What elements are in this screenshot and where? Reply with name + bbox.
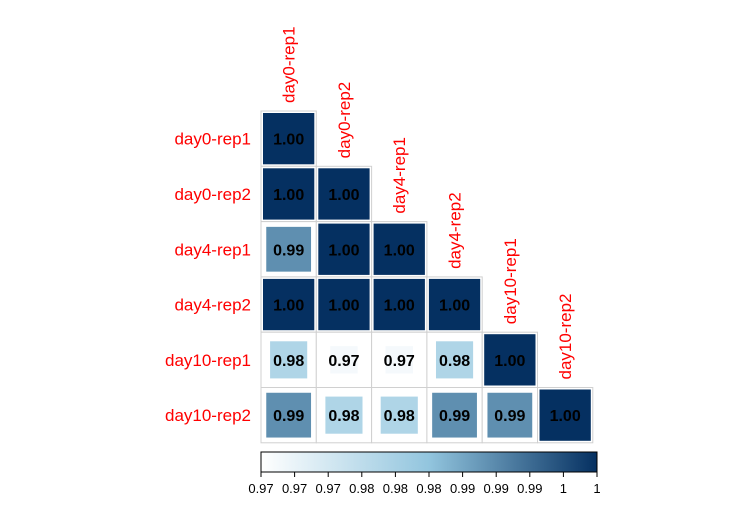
heatmap-cell [432,392,477,438]
colorbar-tick-label: 0.99 [517,481,542,496]
column-label: day10-rep2 [556,293,575,379]
row-label: day0-rep2 [174,185,251,204]
cell-value-label: 1.00 [328,242,359,259]
heatmap-cell [266,226,312,272]
colorbar-tick-label: 0.98 [416,481,441,496]
cell-value-label: 0.97 [384,353,415,370]
heatmap-cell [325,396,363,434]
column-label: day4-rep2 [446,192,465,269]
colorbar-legend: 0.97 0.97 0.97 0.98 0.98 0.98 0.99 0.99 0.99 1 1 [248,451,601,496]
heatmap-cell [270,341,308,379]
heatmap-cells [260,110,594,444]
cell-value-label: 0.98 [384,408,415,425]
column-label: day0-rep1 [280,26,299,103]
cell-value-label: 0.99 [494,408,525,425]
cell-value-label: 1.00 [494,353,525,370]
cell-value-label: 1.00 [550,408,581,425]
heatmap-cell [380,396,418,434]
colorbar-tick-label: 0.99 [484,481,509,496]
row-label: day10-rep1 [165,351,251,370]
colorbar-tick-label: 0.97 [282,481,307,496]
cell-value-label: 0.99 [273,408,304,425]
cell-value-label: 1.00 [439,298,470,315]
colorbar-tick-label: 0.97 [248,481,273,496]
cell-value-label: 0.98 [273,353,304,370]
heatmap-cell [373,278,425,331]
heatmap-cell [435,341,474,379]
row-label: day4-rep1 [174,240,251,259]
row-label: day4-rep2 [174,296,251,315]
cell-value-label: 0.97 [328,353,359,370]
colorbar [260,451,598,473]
heatmap-labels: 1.00 1.00 1.00 0.99 1.00 1.00 1.00 1.00 1.00 1.00… [165,26,581,425]
heatmap-cell [318,223,370,275]
cell-value-label: 1.00 [328,187,359,204]
cell-value-label: 1.00 [273,132,304,149]
colorbar-tick-label: 0.97 [316,481,341,496]
heatmap-cell [266,392,312,438]
column-label: day10-rep1 [501,238,520,324]
heatmap-cell [318,278,370,331]
cell-value-label: 0.98 [328,408,359,425]
heatmap-cell [263,278,315,331]
heatmap-cell [539,389,591,441]
colorbar-tick-label: 1 [560,481,567,496]
cell-value-label: 1.00 [384,242,415,259]
heatmap-cell [385,346,413,374]
heatmap-cell [484,334,536,386]
row-label: day0-rep1 [174,130,251,149]
column-label: day4-rep1 [390,137,409,214]
colorbar-tick-label: 0.98 [383,481,408,496]
heatmap-cell [330,346,358,374]
heatmap-cell [263,168,315,220]
column-label: day0-rep2 [335,82,354,159]
cell-value-label: 1.00 [384,298,415,315]
heatmap-cell [318,168,370,220]
cell-value-label: 0.98 [439,353,470,370]
colorbar-tick-label: 1 [593,481,600,496]
heatmap-cell [263,113,315,165]
row-label: day10-rep2 [165,406,251,425]
cell-value-label: 0.99 [439,408,470,425]
heatmap-cell [373,223,425,275]
heatmap-cell [487,392,533,438]
colorbar-tick-label: 0.99 [450,481,475,496]
cell-value-label: 1.00 [328,298,359,315]
cell-value-label: 1.00 [273,187,304,204]
colorbar-tick-label: 0.98 [349,481,374,496]
cell-value-label: 0.99 [273,242,304,259]
heatmap-cell [428,278,481,331]
cell-value-label: 1.00 [273,298,304,315]
